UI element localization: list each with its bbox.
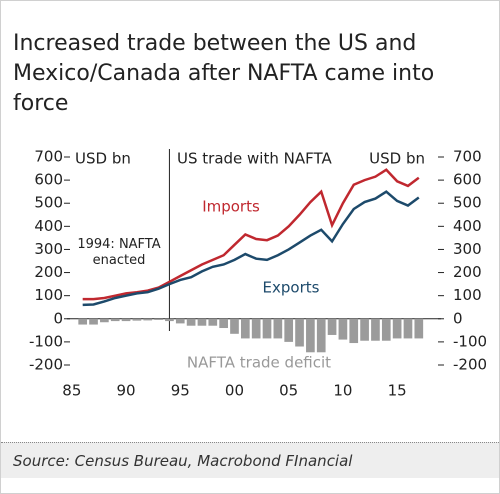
bar — [381, 318, 391, 341]
bar — [121, 318, 131, 322]
y-tick-label: -100 — [29, 332, 63, 350]
x-tick-label: 05 — [279, 382, 298, 400]
bar — [392, 318, 402, 339]
bar — [154, 318, 163, 320]
y2-tick-label: -100 — [453, 332, 487, 350]
bar — [327, 318, 337, 335]
y-tick-label: -200 — [29, 356, 63, 374]
bar — [295, 318, 304, 347]
chart-title: Increased trade between the US and Mexic… — [13, 31, 435, 116]
y2-axis-label: USD bn — [369, 150, 425, 168]
bar — [306, 318, 315, 353]
bar — [360, 318, 369, 341]
bar — [371, 318, 380, 341]
bar — [349, 318, 359, 344]
bar — [175, 318, 185, 324]
bar — [197, 318, 207, 326]
bar — [110, 318, 120, 322]
y-tick-label: 600 — [34, 171, 63, 189]
bar — [338, 318, 348, 340]
x-tick-label: 85 — [62, 382, 81, 400]
y-tick-label: 500 — [34, 194, 63, 212]
x-tick-label: 95 — [171, 382, 190, 400]
series-line — [82, 190, 420, 307]
y2-tick-label: -200 — [453, 356, 487, 374]
x-tick-label: 15 — [388, 382, 407, 400]
y2-tick-label: 300 — [453, 240, 482, 258]
bar — [186, 318, 196, 326]
bar — [230, 318, 239, 334]
x-tick-label: 10 — [333, 382, 352, 400]
bar — [284, 318, 294, 342]
x-tick-label: 90 — [117, 382, 136, 400]
bar — [165, 318, 174, 322]
bar — [208, 318, 218, 326]
bar — [143, 318, 153, 321]
bar — [240, 318, 250, 339]
subtitle: US trade with NAFTA — [177, 150, 332, 168]
bar — [132, 318, 142, 321]
y2-tick-label: 0 — [453, 309, 463, 327]
y-tick-label: 700 — [34, 148, 63, 166]
bar — [316, 318, 326, 353]
y2-tick-label: 200 — [453, 263, 482, 281]
bar — [78, 318, 88, 325]
y-tick-label: 100 — [34, 286, 63, 304]
bar — [403, 318, 413, 339]
y2-tick-label: 500 — [453, 194, 482, 212]
y2-tick-label: 400 — [453, 217, 482, 235]
bar — [273, 318, 283, 339]
series-label: Imports — [202, 198, 260, 216]
bar — [100, 318, 109, 323]
series-label: Exports — [263, 279, 320, 297]
y2-tick-label: 600 — [453, 171, 482, 189]
bar — [219, 318, 228, 329]
y-tick-label: 200 — [34, 263, 63, 281]
bar — [251, 318, 261, 339]
series-label: NAFTA trade deficit — [187, 354, 331, 372]
series-line — [82, 168, 420, 301]
y-tick-label: 400 — [34, 217, 63, 235]
y-tick-label: 0 — [53, 309, 63, 327]
y-axis-label: USD bn — [75, 150, 131, 168]
y-tick-label: 300 — [34, 240, 63, 258]
bar — [89, 318, 98, 325]
source: Source: Census Bureau, Macrobond FInanci… — [1, 442, 499, 478]
bar — [414, 318, 424, 339]
y2-tick-label: 100 — [453, 286, 482, 304]
x-tick-label: 00 — [225, 382, 244, 400]
y2-tick-label: 700 — [453, 148, 482, 166]
bar — [262, 318, 272, 339]
annotation: 1994: NAFTA enacted — [77, 237, 160, 268]
